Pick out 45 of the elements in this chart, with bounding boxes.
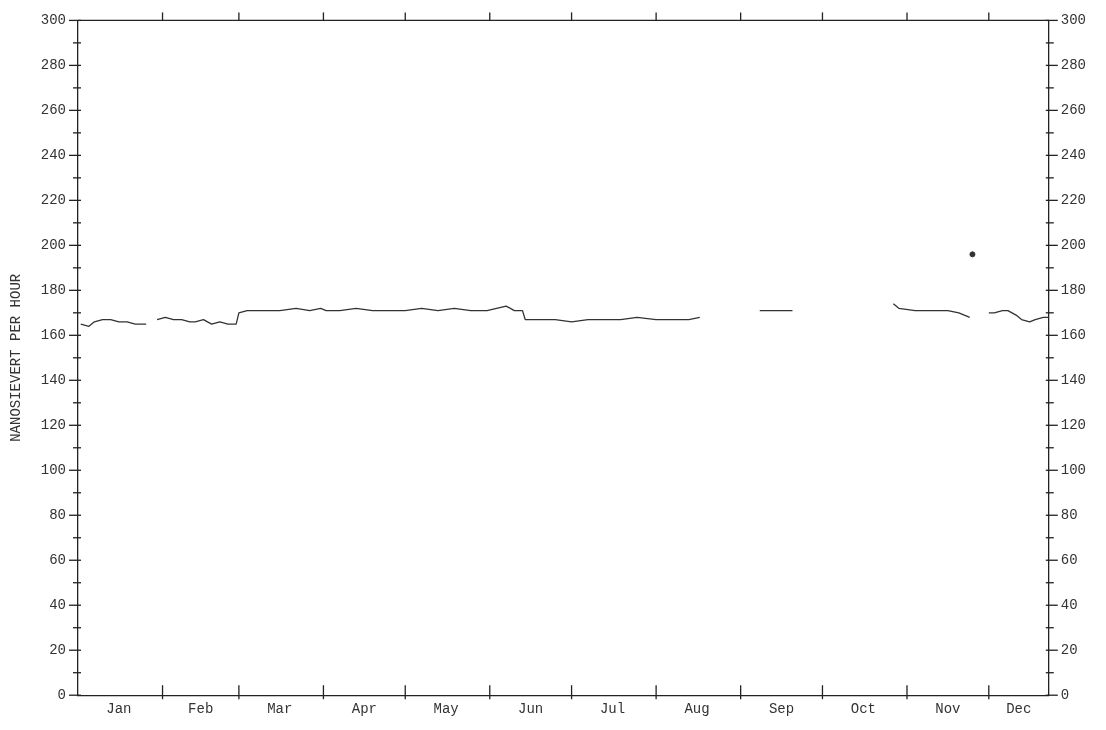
- y-tick-label: 200: [40, 237, 66, 254]
- x-tick-label: Mar: [267, 701, 293, 718]
- y2-tick-label: 200: [1060, 237, 1087, 254]
- y-tick-label: 120: [40, 416, 66, 433]
- y2-tick-label: 300: [1060, 12, 1087, 29]
- y-tick-label: 100: [40, 461, 66, 478]
- y2-tick-label: 240: [1060, 147, 1087, 164]
- x-tick-label: Oct: [850, 701, 876, 718]
- y2-tick-label: 0: [1060, 686, 1070, 703]
- x-tick-label: Feb: [188, 701, 214, 718]
- y-tick-label: 300: [40, 12, 66, 29]
- x-tick-label: Jun: [518, 701, 544, 718]
- y-tick-label: 140: [40, 372, 66, 388]
- y-axis-title: NANOSIEVERT PER HOUR: [8, 273, 25, 442]
- y-tick-label: 220: [40, 192, 66, 209]
- y-tick-label: 40: [49, 596, 66, 613]
- y2-tick-label: 280: [1060, 57, 1087, 74]
- y2-tick-label: 220: [1060, 192, 1087, 209]
- y2-tick-label: 100: [1060, 461, 1087, 478]
- x-tick-label: Jul: [599, 701, 626, 718]
- y2-tick-label: 80: [1060, 506, 1078, 523]
- y-tick-label: 80: [49, 506, 66, 523]
- y2-tick-label: 180: [1060, 282, 1087, 299]
- y-tick-label: 240: [40, 147, 66, 164]
- y2-tick-label: 40: [1060, 596, 1078, 613]
- x-tick-label: Nov: [935, 701, 961, 718]
- y-tick-label: 180: [40, 282, 66, 299]
- y-tick-label: 260: [40, 102, 66, 119]
- y2-tick-label: 140: [1060, 372, 1087, 388]
- x-tick-label: Apr: [351, 701, 377, 718]
- y-tick-label: 160: [40, 327, 66, 344]
- x-tick-label: Jan: [106, 701, 132, 718]
- x-tick-label: Sep: [768, 701, 795, 718]
- y2-tick-label: 260: [1060, 102, 1087, 119]
- y2-tick-label: 60: [1060, 551, 1078, 568]
- y2-tick-label: 20: [1060, 641, 1078, 658]
- y-tick-label: 20: [49, 641, 66, 658]
- y-tick-label: 60: [49, 551, 66, 568]
- y2-tick-label: 120: [1060, 416, 1087, 433]
- x-tick-label: Dec: [1006, 701, 1032, 718]
- y-tick-label: 0: [57, 686, 66, 703]
- y2-tick-label: 160: [1060, 327, 1087, 344]
- x-tick-label: May: [433, 701, 459, 718]
- y-tick-label: 280: [40, 57, 66, 74]
- x-tick-label: Aug: [684, 701, 710, 718]
